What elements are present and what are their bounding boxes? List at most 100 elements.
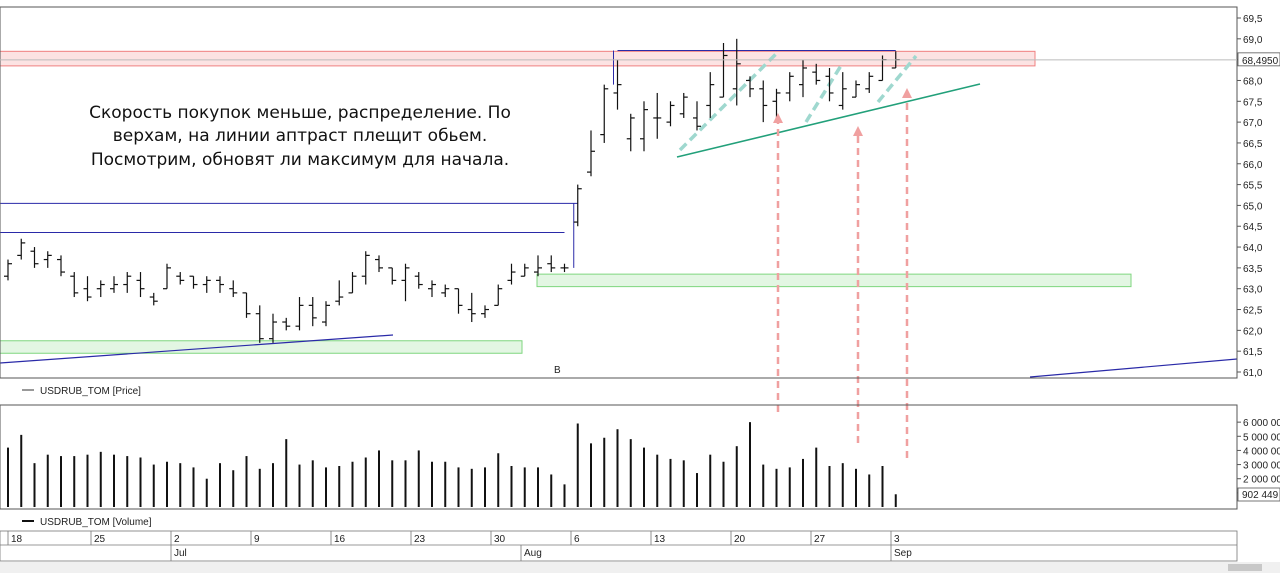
- time-tick-label: 30: [494, 534, 506, 545]
- y-tick-label: 67,0: [1243, 118, 1263, 129]
- ohlc-bar: [732, 38, 741, 106]
- volume-y-tick-label: 3 000 00: [1243, 461, 1280, 472]
- ohlc-bar: [295, 297, 304, 331]
- ohlc-bar: [388, 267, 397, 285]
- y-tick-label: 64,5: [1243, 222, 1263, 233]
- annotation-note: Скорость покупок меньше, распределение. …: [89, 103, 511, 170]
- arrow-head: [902, 88, 912, 98]
- time-tick-label: 9: [254, 534, 260, 545]
- ohlc-bar: [229, 280, 238, 298]
- ohlc-bar: [746, 76, 754, 98]
- price-levels: [0, 49, 896, 268]
- time-tick-label: 16: [334, 534, 346, 545]
- arrow-head: [773, 113, 783, 123]
- time-tick-label: 6: [574, 534, 580, 545]
- ohlc-bar: [825, 67, 834, 102]
- ohlc-bar: [57, 255, 65, 277]
- ohlc-bar: [626, 113, 635, 152]
- ohlc-bar: [308, 297, 317, 327]
- horizontal-scrollbar[interactable]: [0, 562, 1280, 573]
- price-y-axis: 61,0 61,5 62,0 62,5 63,0 63,5 64,0 64,5 65,0 65,5…: [1237, 14, 1263, 379]
- ohlc-bar: [560, 263, 569, 273]
- ohlc-bar: [282, 317, 291, 331]
- y-tick-label: 68,0: [1243, 76, 1263, 87]
- y-tick-label: 69,5: [1243, 14, 1263, 25]
- month-label: Sep: [894, 548, 912, 559]
- y-tick-label: 63,0: [1243, 285, 1263, 296]
- time-tick-label: 20: [734, 534, 746, 545]
- ohlc-bar: [401, 263, 410, 302]
- support-trend-line: [0, 334, 394, 364]
- ohlc-bar: [785, 72, 794, 102]
- ohlc-bar: [269, 313, 277, 343]
- ohlc-bar: [534, 255, 542, 277]
- ohlc-bar: [494, 284, 503, 306]
- volume-y-tick-label: 4 000 00: [1243, 446, 1280, 457]
- zone-support: [536, 273, 1132, 288]
- y-tick-label: 65,5: [1243, 181, 1263, 192]
- impulse-dashed-line: [678, 50, 780, 152]
- volume-bars: [7, 422, 897, 507]
- annotation-arrows: [773, 88, 912, 458]
- ohlc-bar: [666, 101, 675, 127]
- ohlc-bar: [202, 276, 211, 293]
- ohlc-bar: [653, 92, 662, 139]
- ohlc-bar: [812, 63, 821, 85]
- scrollbar-thumb[interactable]: [1228, 564, 1262, 571]
- zone-support: [0, 340, 523, 354]
- ohlc-bar: [481, 305, 489, 318]
- time-tick-label: 27: [814, 534, 826, 545]
- ohlc-bar: [587, 130, 595, 177]
- ohlc-bar: [30, 247, 39, 268]
- ohlc-bar: [17, 238, 26, 260]
- ohlc-bar: [799, 59, 807, 98]
- y-tick-label: 64,0: [1243, 243, 1263, 254]
- time-tick-label: 3: [894, 534, 900, 545]
- volume-y-tick-label: 6 000 00: [1243, 418, 1280, 429]
- y-tick-label: 66,5: [1243, 139, 1263, 150]
- time-tick-label: 18: [11, 534, 23, 545]
- ohlc-bar: [136, 272, 145, 298]
- zone-resistance: [0, 50, 1036, 67]
- impulse-dashed-line: [804, 63, 844, 123]
- impulse-dashed-line: [876, 54, 918, 104]
- ohlc-bar: [216, 276, 224, 293]
- ohlc-bar: [640, 101, 648, 152]
- ohlc-bar: [255, 305, 264, 343]
- ohlc-bar: [865, 72, 874, 93]
- ohlc-bar: [547, 255, 556, 273]
- time-tick-label: 13: [654, 534, 666, 545]
- y-tick-label: 69,0: [1243, 35, 1263, 46]
- ohlc-bar: [467, 292, 476, 323]
- ohlc-bar: [335, 280, 344, 306]
- scrollbar-track[interactable]: [0, 562, 1280, 573]
- ohlc-bar: [414, 272, 423, 289]
- ohlc-bar: [348, 272, 357, 294]
- volume-legend: USDRUB_TOM [Volume]: [40, 517, 152, 528]
- price-pane-frame: [0, 6, 1238, 379]
- ohlc-bar: [375, 255, 383, 273]
- ohlc-bar: [4, 259, 12, 281]
- time-tick-label: 2: [174, 534, 180, 545]
- time-axis: 18 25 2 9 16 23 30 6 13 20 27 3 Jul Aug Sep: [0, 530, 1238, 562]
- ohlc-bar: [110, 276, 118, 293]
- ohlc-bar: [838, 72, 847, 110]
- ohlc-bar: [322, 301, 330, 327]
- ohlc-bar: [189, 275, 198, 289]
- ohlc-bar: [613, 59, 622, 110]
- ohlc-bar: [149, 292, 158, 306]
- month-label: Aug: [524, 548, 542, 559]
- support-trend-line: [1029, 358, 1238, 378]
- last-volume-badge: [1237, 487, 1280, 502]
- y-tick-label: 62,0: [1243, 326, 1263, 337]
- volume-pane-frame: [0, 404, 1238, 510]
- ohlc-bar: [693, 101, 701, 131]
- ohlc-bar: [43, 251, 52, 268]
- ohlc-bar: [706, 72, 715, 118]
- annotation-line-3: Посмотрим, обновят ли максимум для начал…: [91, 150, 509, 170]
- y-tick-label: 61,0: [1243, 368, 1263, 379]
- last-price-label: 68,4950: [1242, 56, 1279, 67]
- ohlc-bar: [679, 92, 688, 118]
- ohlc-bar: [163, 263, 171, 290]
